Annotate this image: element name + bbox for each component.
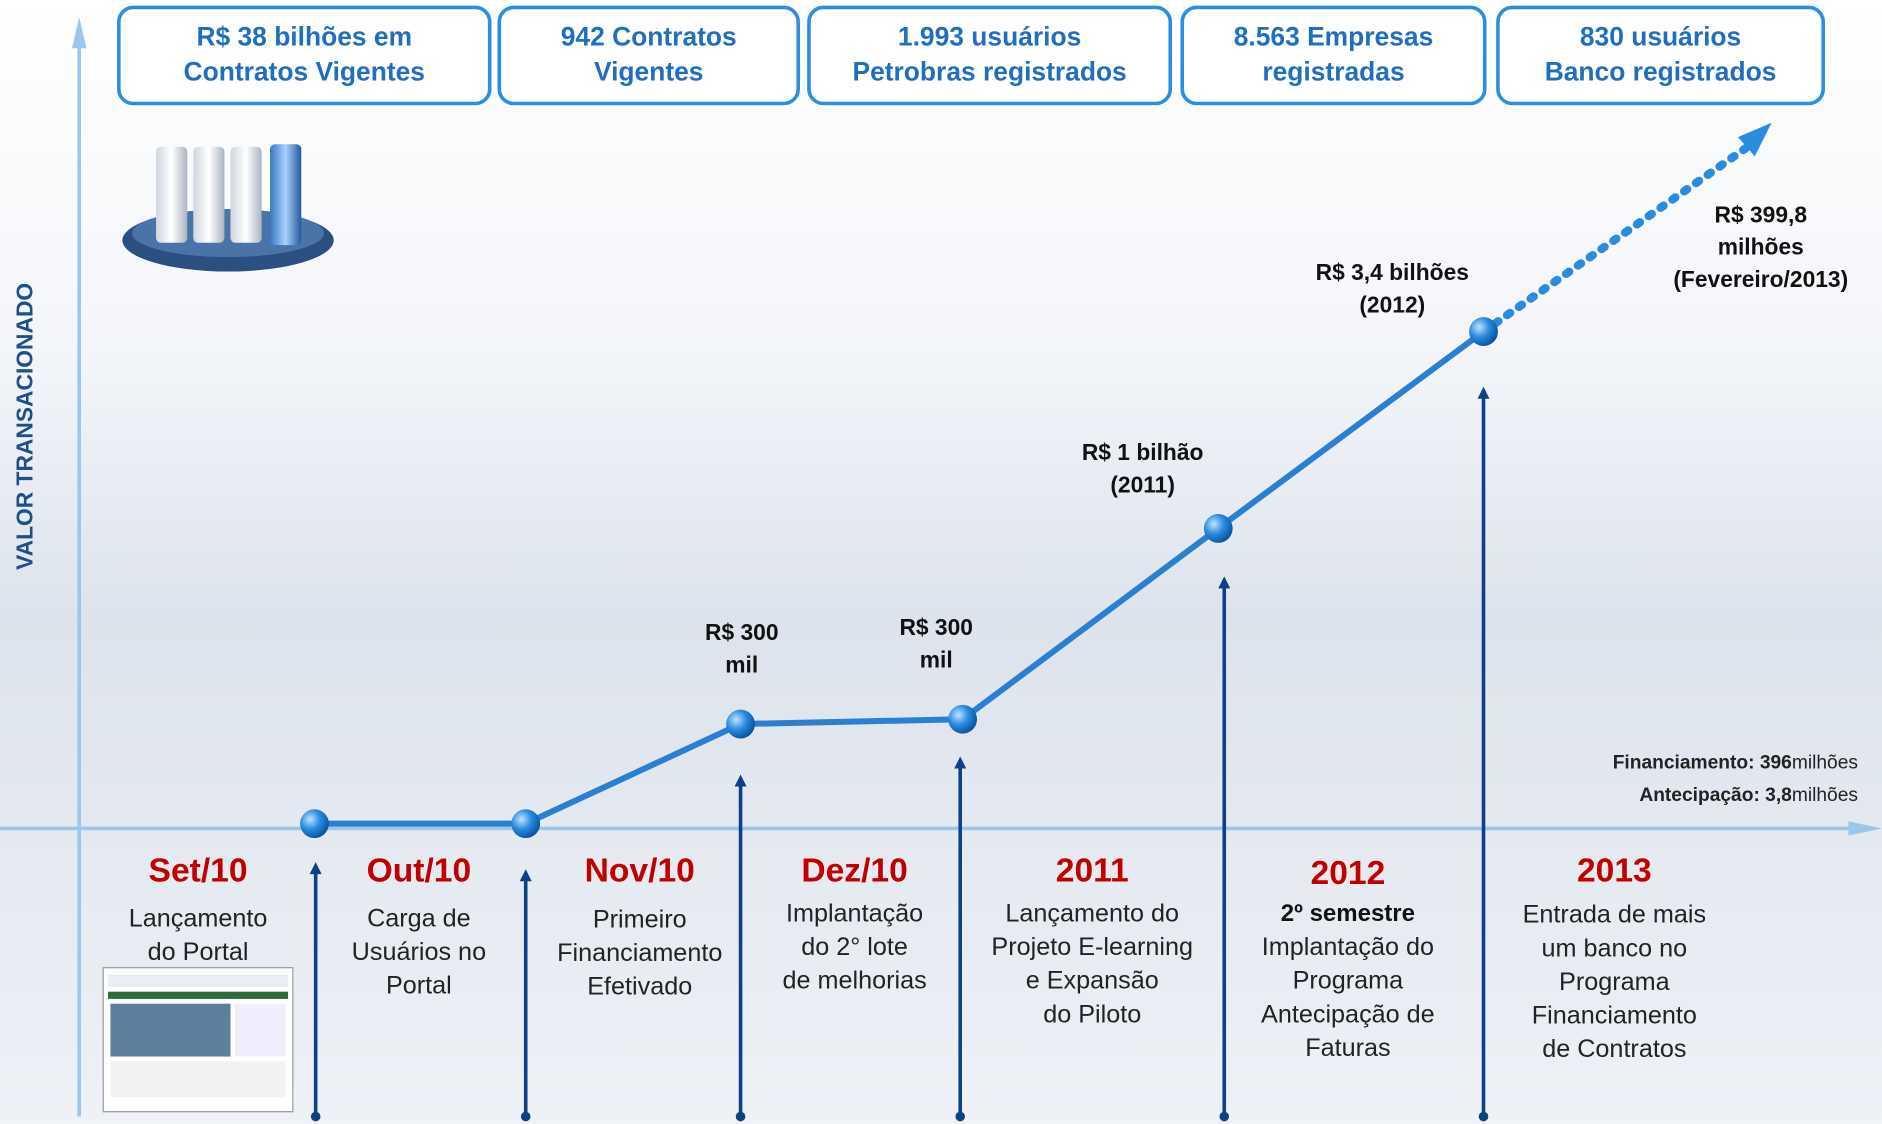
period-desc: Financiamento <box>557 939 722 967</box>
milestone-node <box>300 809 329 838</box>
value-label: R$ 300 <box>705 619 779 645</box>
period-dot <box>1479 1112 1489 1122</box>
period-title: 2012 <box>1311 855 1386 892</box>
summary-value: 396 <box>1760 753 1792 774</box>
milestone-node <box>1469 317 1498 346</box>
milestone-node <box>948 705 977 734</box>
stat-text: 942 Contratos <box>561 22 737 52</box>
period-desc: do Piloto <box>1043 1000 1141 1028</box>
period-dot <box>955 1112 965 1122</box>
period-subtitle: 2º semestre <box>1281 900 1415 927</box>
summary-unit: milhões <box>1792 785 1858 806</box>
period-title: Set/10 <box>149 853 248 890</box>
period-desc: Antecipação de <box>1261 1000 1435 1028</box>
stat-text: 8.563 Empresas <box>1234 22 1434 52</box>
period-desc: do Portal <box>148 938 249 966</box>
milestone-node <box>1204 514 1233 543</box>
period-desc: do 2° lote <box>801 933 908 961</box>
stat-text: Contratos Vigentes <box>184 56 425 86</box>
stat-text: 830 usuários <box>1580 22 1741 52</box>
period-desc: Projeto E-learning <box>991 933 1193 961</box>
period-desc: Portal <box>386 972 452 1000</box>
period-title: 2011 <box>1056 853 1129 890</box>
period-desc: Lançamento <box>129 904 268 932</box>
period-desc: Implantação <box>786 900 923 928</box>
stat-text: Vigentes <box>594 56 704 86</box>
period-title: Dez/10 <box>801 853 907 890</box>
value-label: (Fevereiro/2013) <box>1673 266 1848 292</box>
portal-screenshot <box>103 968 293 1112</box>
value-label: mil <box>920 647 953 673</box>
stat-text: Banco registrados <box>1545 56 1777 86</box>
value-label: R$ 399,8 <box>1715 201 1808 227</box>
stat-text: registradas <box>1262 56 1404 86</box>
period-desc: Faturas <box>1305 1034 1390 1062</box>
period-desc: de Contratos <box>1542 1035 1686 1063</box>
period-desc: Programa <box>1293 967 1405 995</box>
value-label: R$ 300 <box>899 614 973 640</box>
summary-label: Antecipação: <box>1639 785 1759 806</box>
period-dot <box>311 1112 321 1122</box>
period-desc: Entrada de mais <box>1523 901 1706 929</box>
period-dot <box>736 1112 746 1122</box>
period-desc: Primeiro <box>593 906 687 934</box>
stat-text: R$ 38 bilhões em <box>196 22 412 52</box>
period-desc: Efetivado <box>587 973 692 1001</box>
period-desc: um banco no <box>1542 934 1688 962</box>
period-desc: Implantação do <box>1262 933 1434 961</box>
summary-label: Financiamento: <box>1613 753 1755 774</box>
value-label: (2011) <box>1110 471 1175 497</box>
period-dot <box>521 1112 531 1122</box>
value-label: R$ 1 bilhão <box>1082 439 1204 465</box>
period-title: Nov/10 <box>585 853 695 890</box>
summary-unit: milhões <box>1792 753 1858 774</box>
period-title: Out/10 <box>367 853 472 890</box>
period-desc: Carga de <box>367 904 471 932</box>
period-desc: Usuários no <box>352 938 486 966</box>
period-desc: Programa <box>1559 968 1671 996</box>
value-label: milhões <box>1718 234 1804 260</box>
summary-line: Antecipação: 3,8milhões <box>1639 785 1858 806</box>
period-desc: de melhorias <box>782 967 926 995</box>
axis-label: VALOR TRANSACIONADO <box>11 283 37 570</box>
milestone-node <box>726 710 755 739</box>
summary-value: 3,8 <box>1765 785 1792 806</box>
page: {"stats":[ {"lines":["R$ 38 bilhões em",… <box>0 0 1882 1124</box>
value-label: R$ 3,4 bilhões <box>1316 259 1469 285</box>
period-desc: Financiamento <box>1532 1002 1697 1030</box>
slide: R$ 38 bilhões em Contratos Vigentes 942 Co… <box>0 0 1882 1124</box>
period-dot <box>1219 1112 1229 1122</box>
period-desc: e Expansão <box>1026 967 1159 995</box>
value-label: mil <box>725 651 758 677</box>
period-title: 2013 <box>1577 853 1652 890</box>
stat-text: Petrobras registrados <box>852 56 1126 86</box>
stat-text: 1.993 usuários <box>898 22 1081 52</box>
period-desc: Lançamento do <box>1005 900 1179 928</box>
value-label: (2012) <box>1359 291 1425 317</box>
milestone-node <box>511 809 540 838</box>
summary-line: Financiamento: 396milhões <box>1613 753 1858 774</box>
